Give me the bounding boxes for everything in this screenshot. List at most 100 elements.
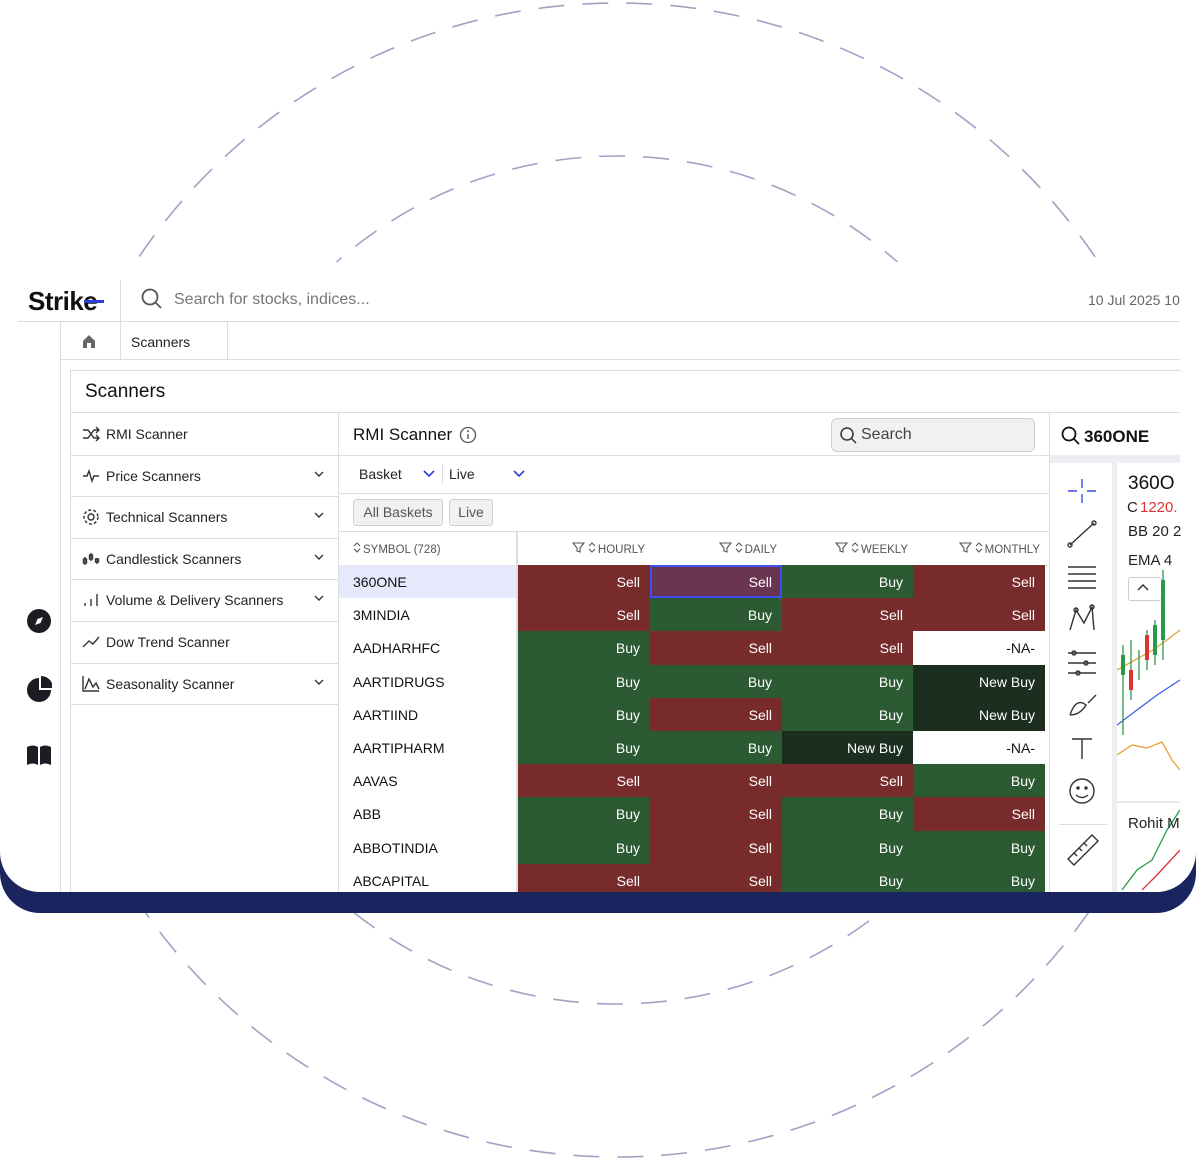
signal-label[interactable]: Buy xyxy=(615,640,640,657)
signal-cell[interactable] xyxy=(650,697,782,731)
signal-cell[interactable] xyxy=(650,830,782,864)
signal-label[interactable]: Sell xyxy=(616,773,640,790)
menu-label[interactable]: Price Scanners xyxy=(106,467,201,484)
column-header[interactable]: SYMBOL (728) xyxy=(353,542,441,556)
signal-label[interactable]: Sell xyxy=(616,872,640,889)
signal-label[interactable]: Buy xyxy=(1010,839,1035,856)
signal-cell[interactable] xyxy=(782,565,913,599)
signal-cell[interactable] xyxy=(650,631,782,665)
scanner-search-text[interactable]: Search xyxy=(861,426,912,443)
signal-label[interactable]: Buy xyxy=(1010,773,1035,790)
chip-label[interactable]: Live xyxy=(458,504,484,520)
signal-label[interactable]: Buy xyxy=(1010,872,1035,889)
chip[interactable] xyxy=(449,499,493,526)
info-icon[interactable] xyxy=(459,426,477,444)
column-header[interactable]: MONTHLY xyxy=(958,542,1040,556)
signal-cell[interactable] xyxy=(913,830,1045,864)
signal-cell[interactable] xyxy=(913,764,1045,798)
signal-label[interactable]: -NA- xyxy=(1006,640,1035,657)
signal-label[interactable]: Buy xyxy=(747,740,772,756)
signal-cell[interactable] xyxy=(913,797,1045,831)
signal-label[interactable]: Buy xyxy=(747,607,772,624)
signal-cell[interactable] xyxy=(913,631,1045,665)
symbol[interactable]: AARTIDRUGS xyxy=(353,673,445,690)
signal-cell[interactable] xyxy=(650,731,782,765)
signal-label[interactable]: Sell xyxy=(748,806,772,823)
symbol[interactable]: AADHARHFC xyxy=(353,640,441,657)
tab[interactable] xyxy=(120,322,228,360)
signal-cell[interactable] xyxy=(518,664,650,698)
symbol[interactable]: ABB xyxy=(353,806,382,823)
home-icon[interactable] xyxy=(81,333,97,349)
signal-cell[interactable] xyxy=(650,797,782,831)
collapse-button[interactable] xyxy=(1128,577,1162,601)
rail-icons[interactable] xyxy=(26,608,52,778)
filter-icon[interactable] xyxy=(571,542,586,553)
filter-icon[interactable] xyxy=(958,542,973,553)
signal-cell[interactable] xyxy=(650,565,782,599)
signal-label[interactable]: Sell xyxy=(748,640,772,657)
signal-label[interactable]: Sell xyxy=(616,574,640,590)
symbol[interactable]: 360ONE xyxy=(353,574,407,590)
signal-label[interactable]: Sell xyxy=(616,607,640,624)
signal-cell[interactable] xyxy=(913,697,1045,731)
sort-icon[interactable] xyxy=(735,542,743,553)
signal-label[interactable]: Sell xyxy=(879,773,903,790)
signal-label[interactable]: Buy xyxy=(878,673,903,690)
menu-label[interactable]: Seasonality Scanner xyxy=(106,675,235,692)
signal-cell[interactable] xyxy=(518,863,650,892)
signal-cell[interactable] xyxy=(518,764,650,798)
signal-label[interactable]: New Buy xyxy=(846,740,903,756)
signal-cell[interactable] xyxy=(782,731,913,765)
signal-cell[interactable] xyxy=(913,731,1045,765)
signal-label[interactable]: New Buy xyxy=(978,673,1035,690)
signal-cell[interactable] xyxy=(782,598,913,632)
signal-cell[interactable] xyxy=(518,598,650,632)
signal-cell[interactable] xyxy=(518,631,650,665)
signal-label[interactable]: Buy xyxy=(615,740,640,756)
global-search[interactable]: Search for stocks, indices... xyxy=(174,291,370,308)
signal-label[interactable]: Sell xyxy=(748,574,772,590)
mode-select[interactable]: Live xyxy=(449,466,475,482)
filter-icon[interactable] xyxy=(834,542,849,553)
signal-cell[interactable] xyxy=(913,565,1045,599)
signal-label[interactable]: Buy xyxy=(878,806,903,823)
column-header[interactable]: DAILY xyxy=(718,542,777,556)
signal-cell[interactable] xyxy=(913,863,1045,892)
signal-cell[interactable] xyxy=(518,565,650,599)
signal-cell[interactable] xyxy=(650,664,782,698)
signal-label[interactable]: Buy xyxy=(615,806,640,823)
signal-cell[interactable] xyxy=(913,664,1045,698)
sort-icon[interactable] xyxy=(588,542,596,553)
drawing-toolbar[interactable] xyxy=(1062,475,1102,892)
signal-label[interactable]: Sell xyxy=(748,839,772,856)
menu-label[interactable]: Dow Trend Scanner xyxy=(106,634,230,650)
signal-label[interactable]: Sell xyxy=(879,607,903,624)
signal-cell[interactable] xyxy=(913,598,1045,632)
signal-label[interactable]: Buy xyxy=(878,839,903,856)
chart-symbol[interactable]: 360ONE xyxy=(1084,427,1150,446)
signal-cell[interactable] xyxy=(782,631,913,665)
basket-select[interactable]: Basket xyxy=(359,466,402,482)
symbol[interactable]: AARTIPHARM xyxy=(353,740,445,756)
sort-icon[interactable] xyxy=(975,542,983,553)
signal-label[interactable]: Buy xyxy=(747,673,772,690)
signal-label[interactable]: Sell xyxy=(1011,607,1035,624)
signal-label[interactable]: Sell xyxy=(748,872,772,889)
menu-label[interactable]: Candlestick Scanners xyxy=(106,550,242,567)
scanner-search[interactable] xyxy=(831,418,1035,452)
menu-label[interactable]: Technical Scanners xyxy=(106,509,228,526)
signal-cell[interactable] xyxy=(650,598,782,632)
signal-label[interactable]: Buy xyxy=(615,706,640,723)
signal-label[interactable]: Buy xyxy=(615,673,640,690)
signal-cell[interactable] xyxy=(650,764,782,798)
column-header[interactable]: HOURLY xyxy=(571,542,645,556)
signal-cell[interactable] xyxy=(782,797,913,831)
filter-icon[interactable] xyxy=(718,542,733,553)
symbol[interactable]: ABCAPITAL xyxy=(353,872,429,889)
signal-cell[interactable] xyxy=(518,797,650,831)
signal-cell[interactable] xyxy=(782,664,913,698)
symbol[interactable]: 3MINDIA xyxy=(353,607,410,624)
signal-label[interactable]: New Buy xyxy=(978,706,1035,723)
symbol[interactable]: ABBOTINDIA xyxy=(353,839,438,856)
